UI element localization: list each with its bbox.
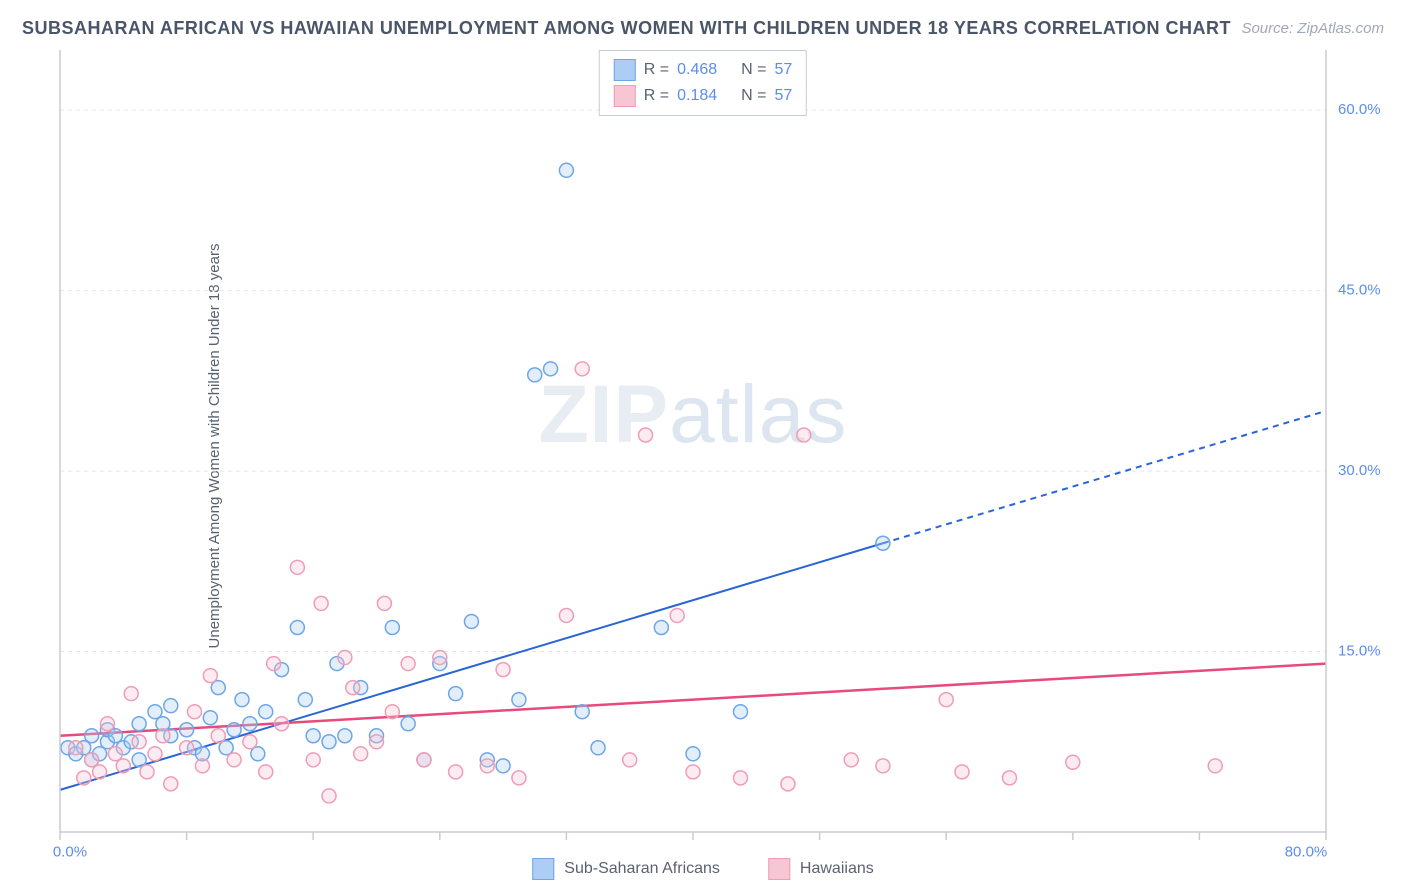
stat-r-label: R =: [644, 61, 669, 79]
stats-legend-row: R = 0.184 N = 57: [614, 83, 792, 109]
svg-text:0.0%: 0.0%: [53, 843, 87, 860]
svg-text:45.0%: 45.0%: [1338, 282, 1381, 299]
series-label: Sub-Saharan Africans: [564, 860, 720, 878]
svg-text:80.0%: 80.0%: [1285, 843, 1328, 860]
plot-svg: 15.0%30.0%45.0%60.0% ZIPatlas 0.0%80.0%: [60, 50, 1326, 832]
stat-n-value: 57: [774, 61, 792, 79]
stat-r-value: 0.184: [677, 87, 733, 105]
stats-legend-row: R = 0.468 N = 57: [614, 57, 792, 83]
svg-text:30.0%: 30.0%: [1338, 462, 1381, 479]
svg-text:60.0%: 60.0%: [1338, 101, 1381, 118]
stat-r-label: R =: [644, 87, 669, 105]
legend-swatch-icon: [614, 85, 636, 107]
stat-n-label: N =: [741, 61, 766, 79]
legend-swatch-icon: [532, 858, 554, 880]
chart-title: SUBSAHARAN AFRICAN VS HAWAIIAN UNEMPLOYM…: [22, 18, 1231, 39]
chart-source: Source: ZipAtlas.com: [1241, 20, 1384, 37]
legend-swatch-icon: [614, 59, 636, 81]
stat-n-value: 57: [774, 87, 792, 105]
legend-swatch-icon: [768, 858, 790, 880]
stats-legend: R = 0.468 N = 57 R = 0.184 N = 57: [599, 50, 807, 116]
plot-area: 15.0%30.0%45.0%60.0% ZIPatlas 0.0%80.0%: [60, 50, 1326, 832]
svg-text:15.0%: 15.0%: [1338, 643, 1381, 660]
series-legend-item: Hawaiians: [768, 858, 874, 880]
series-legend-item: Sub-Saharan Africans: [532, 858, 720, 880]
correlation-chart: SUBSAHARAN AFRICAN VS HAWAIIAN UNEMPLOYM…: [0, 0, 1406, 892]
series-legend: Sub-Saharan Africans Hawaiians: [532, 858, 873, 880]
watermark-text: ZIPatlas: [539, 369, 848, 460]
stat-n-label: N =: [741, 87, 766, 105]
stat-r-value: 0.468: [677, 61, 733, 79]
series-label: Hawaiians: [800, 860, 874, 878]
